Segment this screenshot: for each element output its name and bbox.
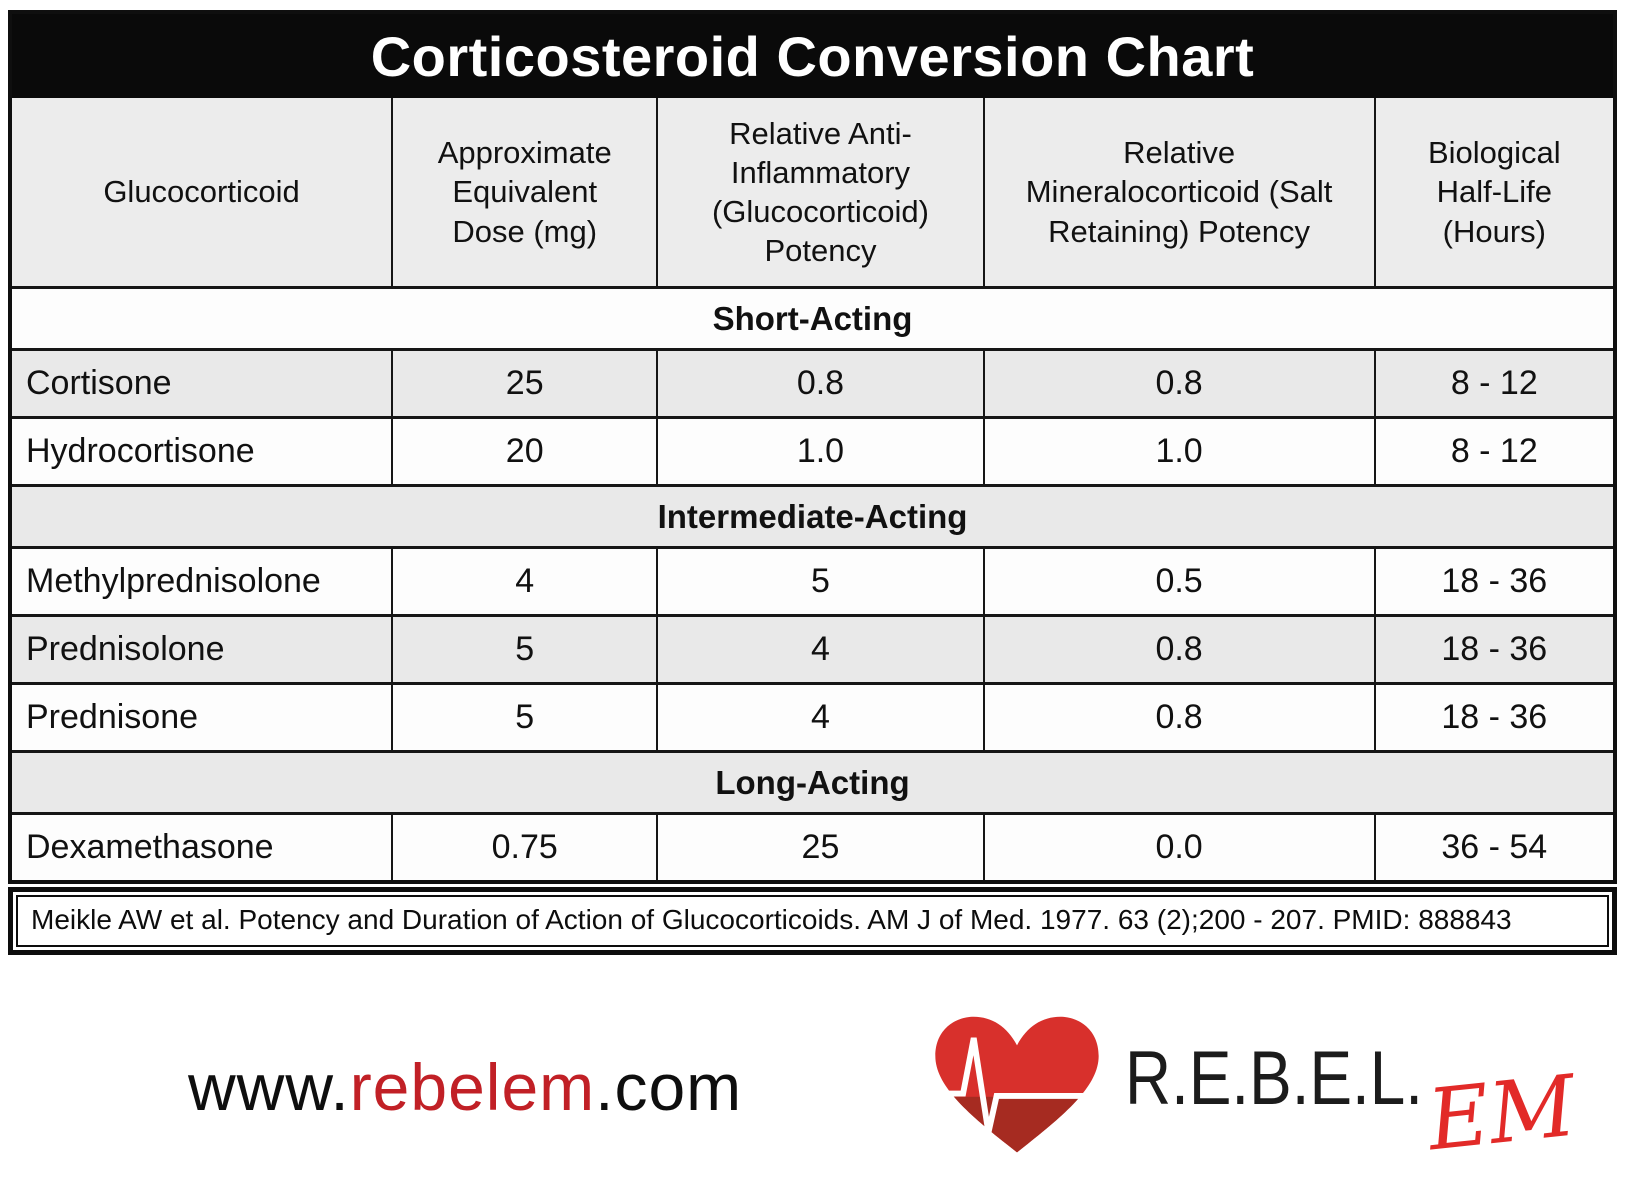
footer: www.rebelem.com R.E.B.E.L. EM xyxy=(0,989,1625,1184)
table-row-dexamethasone: Dexamethasone 0.75 25 0.0 36 - 54 xyxy=(12,812,1613,880)
section-header-long-acting: Long-Acting xyxy=(12,750,1613,812)
half-life-cell: 8 - 12 xyxy=(1373,419,1613,484)
dose-cell: 20 xyxy=(391,419,656,484)
table-row-methylprednisolone: Methylprednisolone 4 5 0.5 18 - 36 xyxy=(12,546,1613,614)
mineralocorticoid-cell: 0.8 xyxy=(982,685,1374,750)
mineralocorticoid-cell: 0.0 xyxy=(982,815,1374,880)
heart-ekg-icon xyxy=(922,1016,1099,1152)
dose-cell: 25 xyxy=(391,351,656,416)
anti-inflammatory-cell: 4 xyxy=(656,617,982,682)
mineralocorticoid-cell: 0.5 xyxy=(982,549,1374,614)
table-row-hydrocortisone: Hydrocortisone 20 1.0 1.0 8 - 12 xyxy=(12,416,1613,484)
half-life-cell: 36 - 54 xyxy=(1373,815,1613,880)
url-suffix: .com xyxy=(595,1049,743,1124)
column-header-mineralocorticoid-potency: Relative Mineralocorticoid (Salt Retaini… xyxy=(982,98,1374,286)
drug-name-cell: Hydrocortisone xyxy=(26,432,255,470)
anti-inflammatory-cell: 4 xyxy=(656,685,982,750)
citation-box: Meikle AW et al. Potency and Duration of… xyxy=(8,887,1617,955)
anti-inflammatory-cell: 5 xyxy=(656,549,982,614)
table-row-prednisone: Prednisone 5 4 0.8 18 - 36 xyxy=(12,682,1613,750)
half-life-cell: 18 - 36 xyxy=(1373,685,1613,750)
url-prefix: www. xyxy=(188,1049,350,1124)
website-url[interactable]: www.rebelem.com xyxy=(188,1049,742,1125)
anti-inflammatory-cell: 1.0 xyxy=(656,419,982,484)
drug-name-cell: Cortisone xyxy=(26,364,172,402)
drug-name-cell: Prednisone xyxy=(26,698,199,736)
url-highlight: rebelem xyxy=(349,1049,596,1124)
dose-cell: 5 xyxy=(391,685,656,750)
column-header-biological-half-life: Biological Half-Life (Hours) xyxy=(1373,98,1613,286)
half-life-cell: 18 - 36 xyxy=(1373,549,1613,614)
column-header-equivalent-dose: Approximate Equivalent Dose (mg) xyxy=(391,98,656,286)
dose-cell: 4 xyxy=(391,549,656,614)
table-row-cortisone: Cortisone 25 0.8 0.8 8 - 12 xyxy=(12,348,1613,416)
mineralocorticoid-cell: 0.8 xyxy=(982,617,1374,682)
drug-name-cell: Prednisolone xyxy=(26,630,225,668)
section-header-short-acting: Short-Acting xyxy=(12,286,1613,348)
citation-text: Meikle AW et al. Potency and Duration of… xyxy=(16,895,1609,947)
dose-cell: 5 xyxy=(391,617,656,682)
column-header-glucocorticoid: Glucocorticoid xyxy=(103,174,300,210)
conversion-table: Corticosteroid Conversion Chart Glucocor… xyxy=(8,10,1617,884)
logo-wordmark: R.E.B.E.L. xyxy=(1124,1036,1423,1121)
anti-inflammatory-cell: 25 xyxy=(656,815,982,880)
table-header-row: Glucocorticoid Approximate Equivalent Do… xyxy=(12,98,1613,286)
mineralocorticoid-cell: 1.0 xyxy=(982,419,1374,484)
table-title: Corticosteroid Conversion Chart xyxy=(12,14,1613,98)
anti-inflammatory-cell: 0.8 xyxy=(656,351,982,416)
dose-cell: 0.75 xyxy=(391,815,656,880)
logo-script-em: EM xyxy=(1422,1056,1580,1169)
rebelem-logo: R.E.B.E.L. EM xyxy=(919,1005,1580,1169)
drug-name-cell: Methylprednisolone xyxy=(26,562,321,600)
corticosteroid-chart-page: Corticosteroid Conversion Chart Glucocor… xyxy=(0,10,1625,1184)
half-life-cell: 8 - 12 xyxy=(1373,351,1613,416)
column-header-anti-inflammatory-potency: Relative Anti-Inflammatory (Glucocortico… xyxy=(656,98,982,286)
section-header-intermediate-acting: Intermediate-Acting xyxy=(12,484,1613,546)
table-row-prednisolone: Prednisolone 5 4 0.8 18 - 36 xyxy=(12,614,1613,682)
half-life-cell: 18 - 36 xyxy=(1373,617,1613,682)
mineralocorticoid-cell: 0.8 xyxy=(982,351,1374,416)
drug-name-cell: Dexamethasone xyxy=(26,828,274,866)
